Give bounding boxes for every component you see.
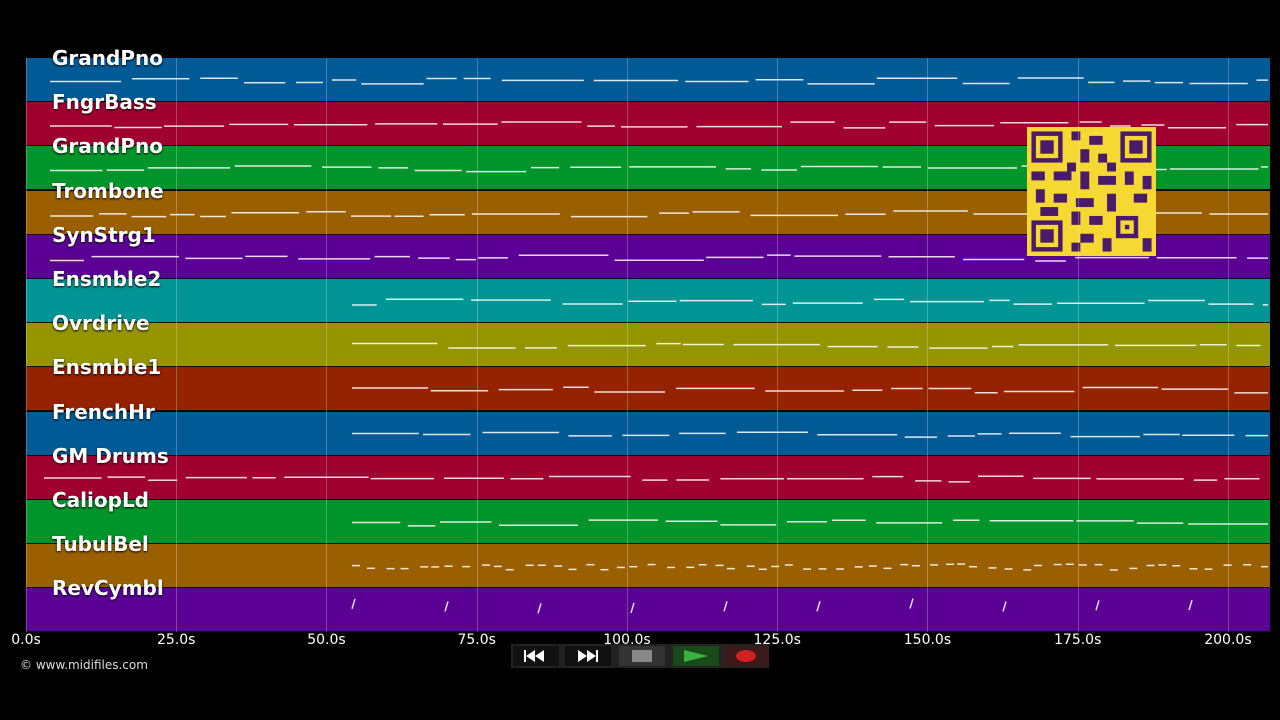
copyright-text: © www.midifiles.com bbox=[20, 658, 148, 672]
note-lane bbox=[50, 121, 1268, 129]
note-lane bbox=[44, 475, 1260, 483]
record-button[interactable] bbox=[723, 646, 769, 666]
fast-forward-icon bbox=[578, 650, 598, 662]
track-label: TubulBel bbox=[52, 532, 149, 557]
note-lane bbox=[50, 209, 1268, 217]
track-label: CaliopLd bbox=[52, 488, 150, 512]
play-button[interactable] bbox=[673, 646, 719, 666]
play-icon bbox=[684, 650, 708, 662]
time-ruler: 0.0s 25.0s 50.0s 75.0s 100.0s 125.0s 150.0s 175… bbox=[11, 632, 1270, 650]
note-lane bbox=[352, 298, 1268, 306]
track-label: Ensmble2 bbox=[52, 267, 162, 291]
track-row: CaliopLd bbox=[26, 488, 1270, 544]
note-lane bbox=[50, 77, 1268, 85]
grid-line bbox=[1227, 58, 1229, 632]
track-label: FrenchHr bbox=[52, 399, 155, 424]
rewind-icon bbox=[524, 650, 544, 662]
qr-code bbox=[1027, 127, 1156, 256]
track-row: Ensmble2 bbox=[26, 267, 1270, 323]
note-lane bbox=[352, 519, 1268, 527]
note-lane bbox=[352, 386, 1268, 395]
grid-line bbox=[777, 58, 779, 632]
stop-button[interactable] bbox=[619, 646, 665, 666]
track-label: FngrBass bbox=[52, 90, 157, 115]
grid-line bbox=[626, 58, 628, 632]
track-row: Ensmble1 bbox=[26, 355, 1270, 412]
fast-forward-button[interactable] bbox=[565, 646, 611, 666]
track-label: GrandPno bbox=[52, 134, 163, 159]
track-label: Ovrdrive bbox=[52, 311, 150, 336]
grid-line bbox=[176, 58, 178, 632]
grid-line bbox=[927, 58, 929, 632]
time-tick: 150.0s bbox=[903, 632, 952, 648]
rewind-button[interactable] bbox=[513, 646, 559, 666]
time-tick: 200.0s bbox=[1204, 632, 1252, 648]
grid-line bbox=[476, 58, 478, 632]
time-tick: 175.0s bbox=[1054, 632, 1102, 648]
track-row: RevCymbl bbox=[26, 576, 1270, 633]
grid-line bbox=[326, 58, 328, 632]
record-icon bbox=[736, 650, 756, 662]
time-tick: 25.0s bbox=[157, 632, 196, 648]
track-label: Trombone bbox=[52, 178, 164, 203]
time-tick: 75.0s bbox=[457, 632, 496, 648]
grid-line bbox=[1077, 58, 1079, 632]
note-lane bbox=[50, 254, 1268, 262]
track-row: GrandPno bbox=[26, 46, 1270, 102]
note-lane bbox=[351, 598, 1193, 614]
note-lane bbox=[352, 563, 1268, 571]
track-label: GrandPno bbox=[52, 46, 163, 70]
note-lane bbox=[352, 431, 1268, 438]
time-tick: 50.0s bbox=[307, 632, 346, 648]
track-row: Ovrdrive bbox=[26, 311, 1270, 368]
time-tick: 0.0s bbox=[11, 632, 41, 648]
track-label: Ensmble1 bbox=[52, 355, 162, 380]
track-row: TubulBel bbox=[26, 532, 1270, 589]
track-row: FrenchHr bbox=[26, 400, 1270, 456]
track-label: RevCymbl bbox=[52, 576, 164, 601]
track-label: GM Drums bbox=[52, 443, 169, 468]
note-lane bbox=[352, 342, 1261, 350]
track-label: SynStrg1 bbox=[52, 222, 156, 247]
stop-icon bbox=[632, 650, 652, 662]
track-row: GM Drums bbox=[26, 444, 1270, 500]
transport-bar bbox=[511, 644, 769, 668]
grid-line bbox=[26, 58, 27, 632]
